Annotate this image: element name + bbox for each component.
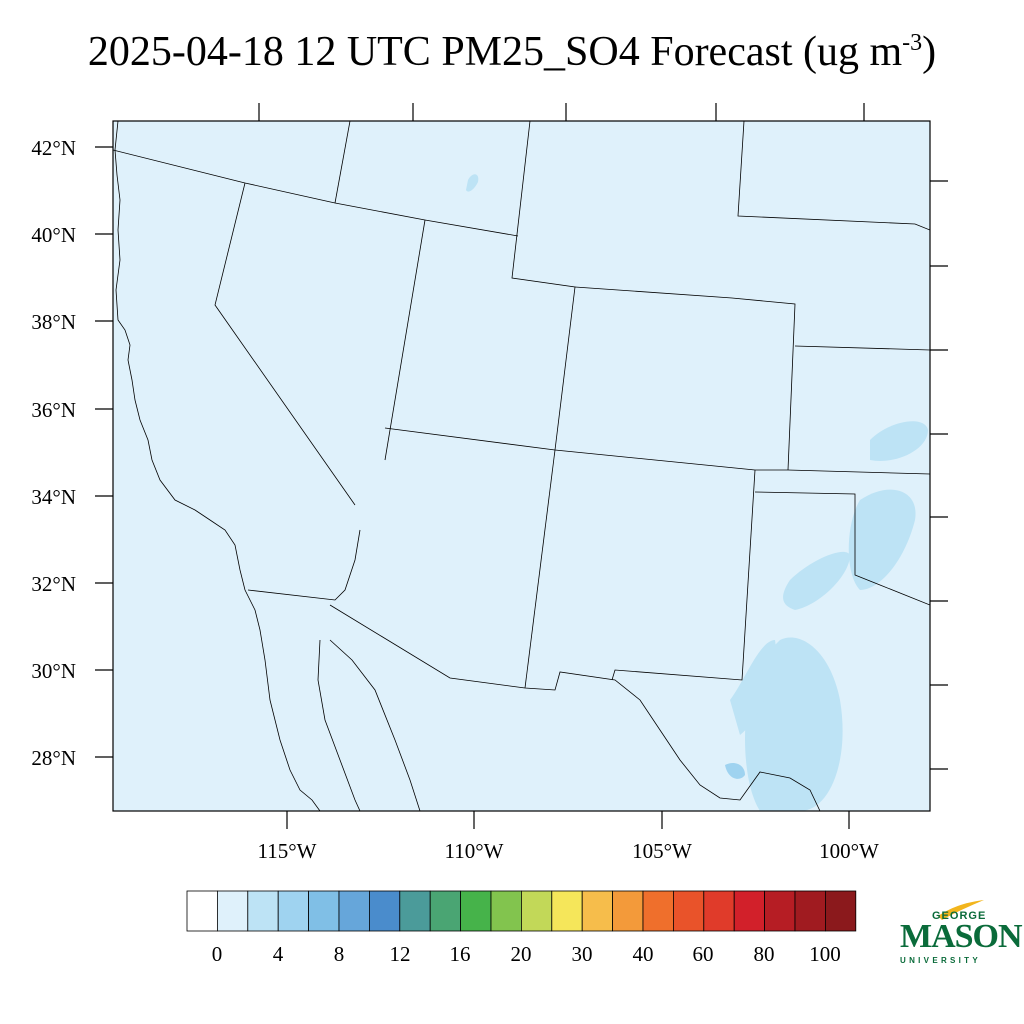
longitude-labels: 115°W 110°W 105°W 100°W (258, 839, 880, 863)
lon-label-110: 110°W (445, 839, 504, 863)
colorbar-swatch (216, 890, 249, 932)
lon-label-115: 115°W (258, 839, 317, 863)
colorbar-swatch (733, 890, 766, 932)
contour-layer (466, 174, 928, 811)
gmu-logo: GEORGE MASON UNIVERSITY (898, 898, 1023, 968)
state-border-ca-nv (214, 182, 356, 506)
colorbar-swatch (673, 890, 705, 932)
colorbar-swatch (612, 890, 644, 932)
logo-mason: MASON (900, 918, 1023, 955)
colorbar-swatch (399, 890, 431, 932)
colorbar-label-40: 40 (632, 942, 654, 966)
colorbar-swatch (308, 890, 340, 932)
colorbar-swatch (186, 890, 218, 932)
lon-label-105: 105°W (632, 839, 692, 863)
lat-label-32: 32°N (31, 572, 76, 596)
colorbar-swatch (825, 890, 857, 932)
state-border-ut-wy-co (511, 121, 576, 451)
colorbar-label-30: 30 (571, 942, 593, 966)
colorbar-swatch (521, 890, 553, 932)
coast-gulf-of-california (317, 639, 361, 811)
colorbar-swatch (642, 890, 674, 932)
colorbar-label-8: 8 (333, 942, 345, 966)
lat-label-38: 38°N (31, 310, 76, 334)
contour-patch-redriver (783, 551, 850, 610)
border-us-mexico (329, 604, 821, 811)
axis-ticks (95, 103, 948, 829)
lat-label-42: 42°N (31, 136, 76, 160)
state-border-ne-sd (737, 121, 930, 231)
colorbar-swatch (490, 890, 522, 932)
colorbar-swatch (581, 890, 614, 932)
colorbar-swatch (460, 890, 492, 932)
state-border-az-nm (524, 449, 556, 689)
coast-mainland-mexico (329, 639, 421, 811)
lat-label-40: 40°N (31, 223, 76, 247)
colorbar-swatch (551, 890, 583, 932)
logo-university: UNIVERSITY (900, 956, 982, 965)
colorbar-swatch (247, 890, 279, 932)
contour-patch-gulf (730, 640, 776, 735)
lat-label-30: 30°N (31, 659, 76, 683)
title-text: 2025-04-18 12 UTC PM25_SO4 Forecast (ug … (87, 29, 903, 75)
state-border-wy-co-ne (574, 286, 796, 471)
colorbar-swatch (703, 890, 735, 932)
logo-swoosh-icon (938, 900, 984, 920)
colorbar-swatch (764, 890, 796, 932)
map-border (112, 120, 931, 812)
colorbar-swatch (794, 890, 826, 932)
state-border-nv-ut (384, 219, 426, 461)
state-border-id-wy (334, 121, 351, 204)
lat-label-34: 34°N (31, 485, 76, 509)
colorbar-swatch (277, 890, 310, 932)
colorbar-label-60: 60 (692, 942, 714, 966)
colorbar-label-80: 80 (753, 942, 775, 966)
lat-label-28: 28°N (31, 746, 76, 770)
colorbar-swatch (429, 890, 462, 932)
colorbar-label-100: 100 (809, 942, 841, 966)
state-border-ks-ne (794, 345, 930, 351)
state-border-nm-tx (611, 469, 756, 681)
boundary-lines (113, 121, 930, 811)
colorbar-swatch (338, 890, 370, 932)
title-close: ) (922, 29, 937, 75)
latitude-labels: 42°N 40°N 38°N 36°N 34°N 32°N 30°N 28°N (31, 136, 76, 770)
contour-patch-kansas (870, 421, 928, 461)
colorbar-label-4: 4 (272, 942, 284, 966)
title-superscript: -3 (902, 30, 923, 56)
colorbar (186, 890, 857, 932)
coastline-california (114, 121, 321, 811)
lat-label-36: 36°N (31, 398, 76, 422)
border-baja (247, 529, 361, 601)
lon-label-100: 100°W (819, 839, 879, 863)
contour-patch-oklahoma (848, 489, 916, 590)
contour-patch-core (725, 763, 745, 779)
colorbar-label-16: 16 (449, 942, 471, 966)
logo-george: GEORGE (932, 910, 987, 922)
colorbar-label-12: 12 (389, 942, 411, 966)
state-border-ok-tx (754, 491, 930, 606)
colorbar-label-0: 0 (211, 942, 223, 966)
colorbar-swatch (368, 890, 401, 932)
colorbar-label-20: 20 (510, 942, 532, 966)
contour-patch-wyoming (466, 174, 479, 192)
chart-title: 2025-04-18 12 UTC PM25_SO4 Forecast (ug … (0, 28, 1024, 76)
